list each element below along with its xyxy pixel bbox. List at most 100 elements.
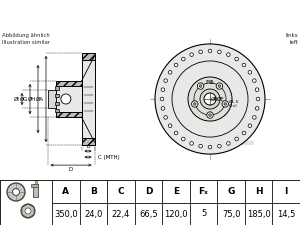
Text: 24.0124-0231.2: 24.0124-0231.2 (63, 9, 173, 21)
Circle shape (256, 97, 260, 101)
Text: C (MTH): C (MTH) (98, 155, 119, 160)
Circle shape (161, 88, 165, 91)
Bar (56, 112, 82, 117)
Text: Ø1,5
(2x): Ø1,5 (2x) (229, 100, 239, 108)
Bar (33, 184, 38, 197)
Circle shape (182, 137, 185, 141)
Bar (82, 138, 94, 145)
Circle shape (204, 93, 216, 105)
Text: A: A (62, 187, 69, 196)
Bar (55, 101, 59, 105)
Bar (56, 112, 82, 117)
Bar (82, 53, 94, 60)
Text: Abbildung ähnlich
Illustration similar: Abbildung ähnlich Illustration similar (2, 33, 50, 45)
Text: Fₓ: Fₓ (199, 187, 208, 196)
Circle shape (218, 50, 221, 54)
Text: 424231: 424231 (192, 9, 244, 21)
Bar (80, 180, 107, 203)
Circle shape (190, 53, 194, 56)
Polygon shape (31, 184, 38, 187)
Circle shape (207, 112, 213, 118)
Text: 75,0: 75,0 (222, 209, 240, 218)
Bar (135, 180, 162, 203)
Text: 24,0: 24,0 (84, 209, 103, 218)
Bar (80, 203, 107, 225)
Bar (190, 203, 217, 225)
Text: ØG: ØG (20, 97, 28, 101)
Circle shape (192, 101, 198, 107)
Bar (82, 53, 94, 60)
Bar (272, 203, 300, 225)
Text: 22,4: 22,4 (112, 209, 130, 218)
Bar (56, 81, 82, 86)
Circle shape (224, 103, 226, 105)
Circle shape (209, 114, 211, 116)
Text: F⊕: F⊕ (206, 81, 214, 86)
Circle shape (222, 101, 228, 107)
Circle shape (216, 83, 223, 89)
Text: H: H (255, 187, 262, 196)
Text: 5: 5 (201, 209, 206, 218)
Circle shape (235, 57, 238, 61)
Text: B: B (90, 187, 97, 196)
Circle shape (168, 70, 172, 74)
Circle shape (253, 116, 256, 119)
Circle shape (200, 89, 220, 109)
Bar (190, 180, 217, 203)
Bar (56, 81, 82, 117)
Text: ATE: ATE (185, 118, 259, 152)
Circle shape (226, 53, 230, 56)
Circle shape (155, 44, 265, 154)
Bar (217, 180, 245, 203)
Circle shape (161, 107, 165, 110)
Circle shape (199, 144, 202, 148)
Circle shape (235, 137, 238, 141)
Circle shape (218, 144, 221, 148)
Bar (56, 81, 82, 86)
Bar (55, 94, 59, 97)
Text: ØE: ØE (211, 97, 219, 101)
Text: 66,5: 66,5 (139, 209, 158, 218)
Circle shape (172, 61, 248, 137)
Bar (82, 53, 94, 145)
Circle shape (226, 142, 230, 145)
Circle shape (25, 208, 31, 214)
Circle shape (242, 131, 246, 135)
Circle shape (160, 97, 164, 101)
Circle shape (208, 145, 212, 149)
Circle shape (190, 142, 194, 145)
Bar (0, 180, 52, 225)
Circle shape (164, 116, 167, 119)
Circle shape (255, 88, 259, 91)
Bar (107, 203, 135, 225)
Bar (245, 203, 272, 225)
Circle shape (194, 103, 196, 105)
Bar (47, 90, 56, 108)
Bar (162, 180, 190, 203)
Bar (272, 180, 300, 203)
Circle shape (174, 63, 178, 67)
Text: links
left: links left (285, 33, 298, 45)
Circle shape (13, 189, 20, 196)
Circle shape (199, 50, 202, 54)
Bar (55, 86, 59, 90)
Circle shape (182, 57, 185, 61)
Text: D: D (145, 187, 152, 196)
Circle shape (208, 49, 212, 53)
Text: ØI: ØI (14, 97, 20, 101)
Text: D: D (69, 167, 73, 172)
Text: 120,0: 120,0 (164, 209, 188, 218)
Circle shape (61, 94, 71, 104)
Bar (107, 180, 135, 203)
Text: C: C (118, 187, 124, 196)
Text: ØA: ØA (36, 97, 44, 101)
Bar (217, 203, 245, 225)
Circle shape (197, 83, 204, 89)
Text: 14,5: 14,5 (277, 209, 296, 218)
Circle shape (199, 85, 202, 87)
Text: 350,0: 350,0 (54, 209, 78, 218)
Circle shape (255, 107, 259, 110)
Circle shape (242, 63, 246, 67)
Text: G: G (227, 187, 235, 196)
Circle shape (7, 183, 25, 201)
